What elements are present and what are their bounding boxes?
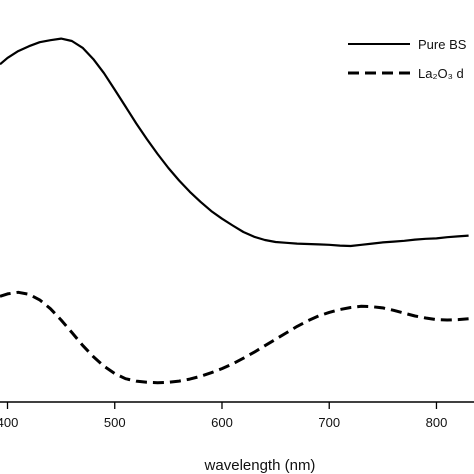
x-tick-label: 600 (211, 415, 233, 430)
x-tick-label: 400 (0, 415, 18, 430)
legend-label-pure-bs: Pure BS (418, 37, 467, 52)
x-axis: 400 500 600 700 800 (0, 401, 474, 430)
series-line-la2o3 (0, 290, 469, 385)
plot-area (0, 37, 469, 385)
x-axis-title: wavelength (nm) (204, 457, 316, 474)
x-tick-label: 800 (426, 415, 448, 430)
x-tick-label: 700 (318, 415, 340, 430)
legend-label-la2o3: La₂O₃ d (418, 66, 464, 81)
x-tick-label: 500 (104, 415, 126, 430)
legend: Pure BS La₂O₃ d (348, 37, 467, 81)
series-line-pure-bs (0, 37, 469, 248)
